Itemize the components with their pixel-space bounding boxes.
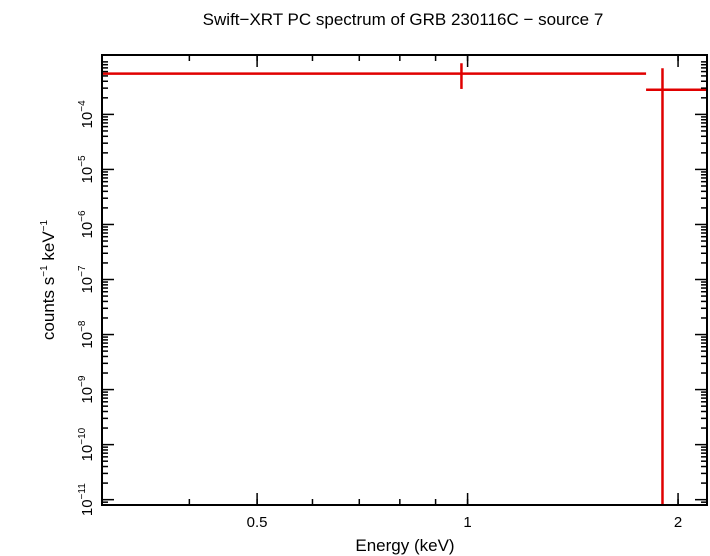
plot-area [102, 63, 707, 505]
y-axis-label: counts s−1 keV−1 [39, 219, 58, 340]
y-tick-label: 10−6 [77, 210, 96, 239]
data-point [102, 63, 647, 89]
plot-frame [101, 54, 708, 506]
x-axis: 0.5 1 2 [101, 55, 682, 531]
data-point [646, 68, 707, 505]
y-tick-label: 10−10 [77, 427, 96, 461]
y-axis: 10−11 10−10 10−9 10−8 10−7 10−6 10−5 10−4 [77, 61, 707, 516]
x-tick-label: 1 [463, 514, 471, 531]
y-tick-label: 10−11 [77, 483, 96, 516]
x-axis-label: Energy (keV) [355, 536, 454, 555]
chart-title: Swift−XRT PC spectrum of GRB 230116C − s… [203, 10, 604, 29]
y-tick-label: 10−5 [77, 155, 96, 184]
y-tick-label: 10−8 [77, 320, 96, 349]
y-tick-label: 10−7 [77, 265, 96, 294]
x-tick-label: 2 [674, 514, 682, 531]
x-tick-label: 0.5 [247, 514, 268, 531]
y-tick-label: 10−4 [77, 100, 96, 129]
y-tick-label: 10−9 [77, 375, 96, 404]
